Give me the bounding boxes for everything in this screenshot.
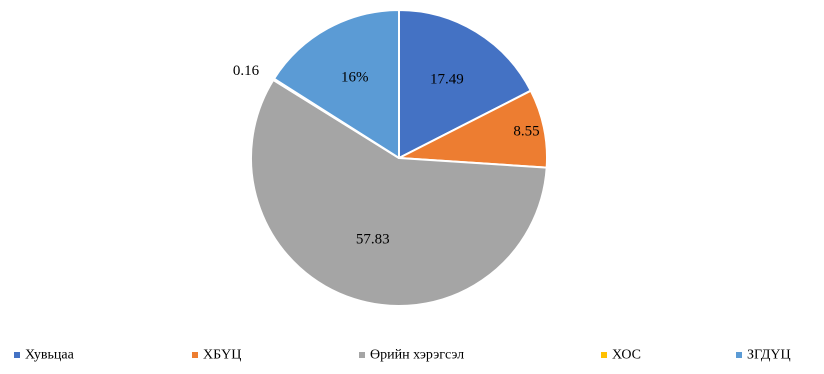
- data-label-2: 8.55: [513, 124, 539, 140]
- legend-item-3: Өрийн хэрэгсэл: [359, 348, 464, 363]
- legend: Хувьцаа ХБҮЦ Өрийн хэрэгсэл ХОС ЗГДҮЦ: [14, 348, 791, 363]
- data-label-5: 16%: [341, 70, 369, 86]
- data-label-3: 57.83: [356, 232, 390, 248]
- legend-item-2: ХБҮЦ: [192, 348, 241, 363]
- legend-swatch-4: [601, 352, 607, 358]
- data-label-4: 0.16: [233, 63, 260, 79]
- legend-swatch-1: [14, 352, 20, 358]
- data-label-1: 17.49: [430, 72, 464, 88]
- legend-swatch-3: [359, 352, 365, 358]
- pie-slices: [250, 9, 548, 307]
- pie-slice-5: [273, 9, 400, 159]
- legend-swatch-2: [192, 352, 198, 358]
- legend-item-4: ХОС: [601, 348, 641, 363]
- pie-slice-1: [398, 9, 532, 159]
- legend-label-4: ХОС: [612, 348, 641, 363]
- legend-label-1: Хувьцаа: [25, 348, 75, 363]
- legend-label-2: ХБҮЦ: [203, 348, 241, 363]
- legend-item-1: Хувьцаа: [14, 348, 75, 363]
- legend-label-3: Өрийн хэрэгсэл: [370, 348, 464, 363]
- legend-item-5: ЗГДҮЦ: [736, 348, 791, 363]
- pie-data-labels: 17.49 8.55 57.83 0.16 16%: [233, 63, 540, 248]
- legend-swatch-5: [736, 352, 742, 358]
- pie-slice-3: [250, 78, 548, 307]
- legend-label-5: ЗГДҮЦ: [747, 348, 791, 363]
